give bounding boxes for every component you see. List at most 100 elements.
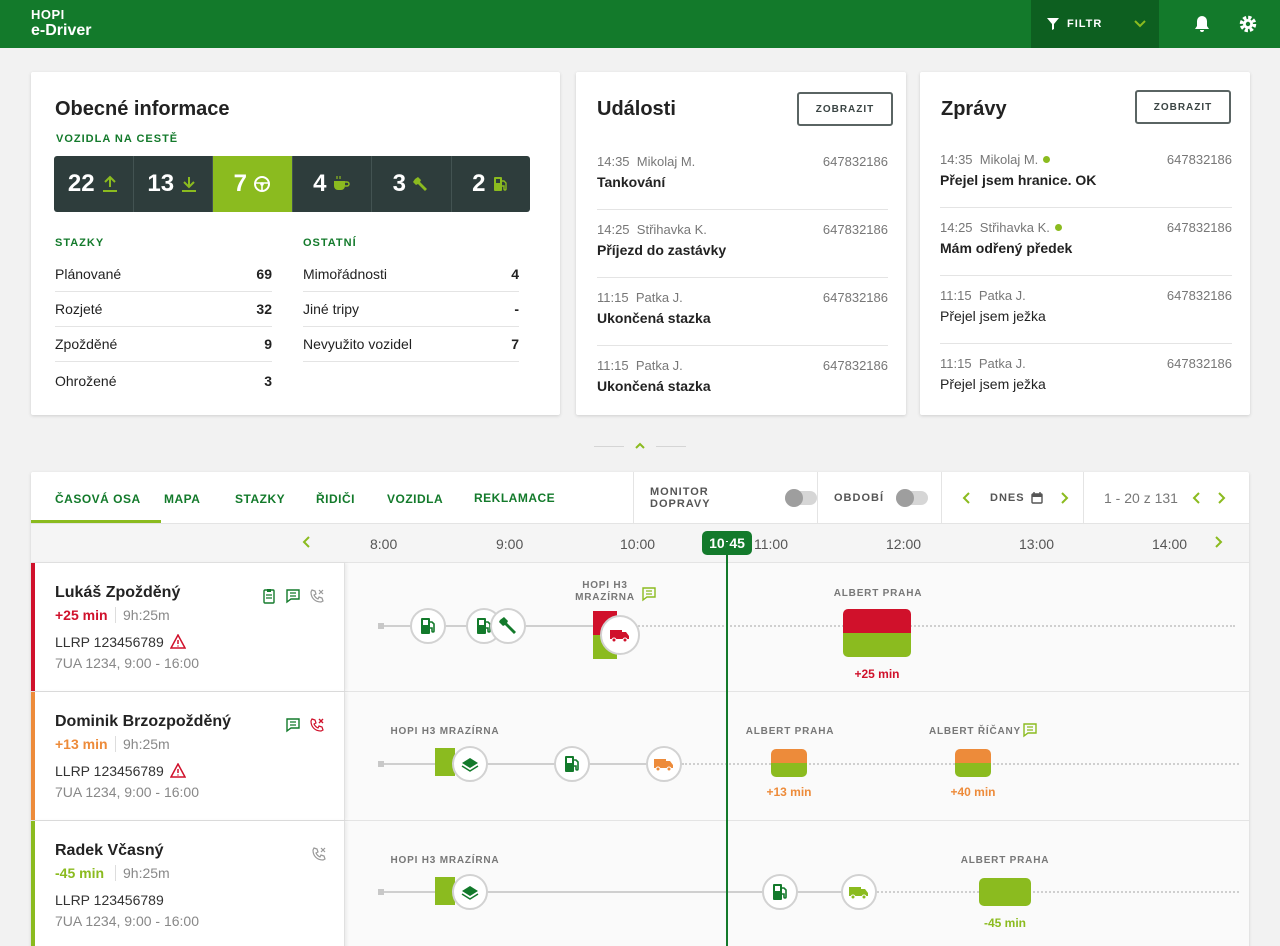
events-card: Události ZOBRAZIT 14:35 Mikolaj M. 64783… — [576, 72, 906, 415]
message-item[interactable]: 14:25 Střihavka K. 647832186 Mám odřený … — [940, 208, 1232, 276]
chevron-right-icon[interactable] — [1057, 491, 1071, 505]
hour-label: 11:00 — [754, 536, 788, 552]
message-number: 647832186 — [1166, 288, 1232, 303]
phone-off-icon[interactable] — [309, 588, 325, 604]
message-item[interactable]: 11:15 Patka J. 647832186 Přejel jsem jež… — [940, 344, 1232, 412]
stazky-row[interactable]: Zpožděné 9 — [55, 327, 272, 362]
stat-break[interactable]: 4 — [293, 156, 372, 212]
stazky-row[interactable]: Ohrožené 3 — [55, 363, 272, 398]
tab-timeline[interactable]: ČASOVÁ OSA — [55, 492, 141, 506]
driver-row[interactable]: HOPI H3 MRAZÍRNA ALBERT PRAHA -45 min Ra… — [31, 821, 1249, 946]
hour-label: 13:00 — [1019, 536, 1055, 552]
tab-map[interactable]: MAPA — [164, 492, 201, 506]
filter-icon — [1047, 18, 1059, 30]
loading-stop[interactable] — [452, 746, 488, 782]
message-item[interactable]: 14:35 Mikolaj M. 647832186 Přejel jsem h… — [940, 140, 1232, 208]
stat-fuel[interactable]: 2 — [452, 156, 531, 212]
date-label[interactable]: DNES — [990, 491, 1025, 504]
tab-drivers[interactable]: ŘIDIČI — [316, 492, 355, 506]
message-icon[interactable] — [285, 717, 301, 733]
event-time: 14:35 — [597, 154, 630, 169]
ostatni-row[interactable]: Mimořádnosti 4 — [303, 257, 519, 292]
driver-name: Radek Včasný — [55, 842, 164, 859]
bell-icon[interactable] — [1192, 14, 1212, 34]
driver-delay: +13 min — [55, 736, 108, 752]
event-item[interactable]: 14:25 Střihavka K. 647832186 Příjezd do … — [597, 210, 888, 278]
monitor-control: MONITOR DOPRAVY — [633, 472, 817, 523]
phone-off-icon[interactable] — [309, 717, 325, 733]
message-name: Mikolaj M. — [979, 152, 1039, 167]
stat-inbound[interactable]: 13 — [134, 156, 213, 212]
track-line — [384, 763, 684, 765]
event-time: 11:15 — [597, 358, 629, 373]
repair-stop[interactable] — [490, 608, 526, 644]
ostatni-row[interactable]: Nevyužito vozidel 7 — [303, 327, 519, 362]
calendar-icon[interactable] — [1030, 491, 1043, 504]
chevron-left-icon[interactable] — [960, 491, 974, 505]
logo[interactable]: HOPI e-Driver — [31, 8, 91, 39]
start-label: HOPI H3 MRAZÍRNA — [390, 855, 500, 866]
message-text: Mám odřený předek — [940, 240, 1073, 256]
driver-row[interactable]: HOPI H3 MRAZÍRNA ALBERT PRAHA +13 min AL… — [31, 692, 1249, 821]
destination-marker[interactable] — [979, 878, 1031, 906]
tab-stazky[interactable]: STAZKY — [235, 492, 286, 506]
stat-value: 7 — [233, 170, 247, 197]
row-value: 9 — [264, 336, 272, 352]
row-label: Mimořádnosti — [303, 266, 388, 282]
truck-icon — [610, 630, 629, 643]
chevron-right-icon[interactable] — [1211, 535, 1225, 549]
clipboard-icon[interactable] — [261, 588, 277, 604]
driver-vehicle: 7UA 1234, 9:00 - 16:00 — [55, 784, 199, 800]
ostatni-row[interactable]: Jiné tripy - — [303, 292, 519, 327]
fuel-stop[interactable] — [554, 746, 590, 782]
stazky-row[interactable]: Plánované 69 — [55, 257, 272, 292]
loading-stop[interactable] — [452, 874, 488, 910]
event-name: Patka J. — [635, 290, 683, 305]
destination-marker[interactable] — [771, 749, 807, 777]
message-icon[interactable] — [1022, 722, 1038, 738]
pallet-icon — [461, 886, 479, 900]
driver-info[interactable]: Dominik Brzozpožděný +13 min 9h:25m LLRP… — [31, 692, 345, 820]
chevron-left-icon[interactable] — [1190, 491, 1204, 505]
collapse-toggle[interactable] — [594, 440, 686, 452]
driver-info[interactable]: Lukáš Zpožděný +25 min 9h:25m LLRP 12345… — [31, 563, 345, 691]
monitor-toggle[interactable] — [785, 488, 817, 507]
fuel-stop[interactable] — [410, 608, 446, 644]
driver-row[interactable]: HOPI H3 MRAZÍRNA ALBERT PRAHA +25 min Lu… — [31, 563, 1249, 692]
stat-repair[interactable]: 3 — [372, 156, 452, 212]
fuel-pump-icon — [565, 756, 579, 772]
stat-outbound[interactable]: 22 — [54, 156, 134, 212]
chevron-right-icon[interactable] — [1214, 491, 1228, 505]
tab-complaints[interactable]: REKLAMACE — [474, 491, 556, 505]
tab-vehicles[interactable]: VOZIDLA — [387, 492, 444, 506]
gear-icon[interactable] — [1238, 14, 1258, 34]
chevron-left-icon[interactable] — [300, 535, 314, 549]
message-icon[interactable] — [285, 588, 301, 604]
truck-current-position[interactable] — [841, 874, 877, 910]
filter-dropdown[interactable]: FILTR — [1031, 0, 1159, 48]
event-item[interactable]: 11:15 Patka J. 647832186 Ukončená stazka — [597, 278, 888, 346]
stazky-row[interactable]: Rozjeté 32 — [55, 292, 272, 327]
destination-marker[interactable] — [843, 609, 911, 657]
events-show-button[interactable]: ZOBRAZIT — [797, 92, 893, 126]
destination-marker[interactable] — [955, 749, 991, 777]
message-number: 647832186 — [1166, 356, 1232, 371]
message-icon[interactable] — [641, 586, 657, 602]
message-item[interactable]: 11:15 Patka J. 647832186 Přejel jsem jež… — [940, 276, 1232, 344]
active-tab-indicator — [31, 520, 161, 523]
divider — [115, 865, 116, 881]
event-item[interactable]: 11:15 Patka J. 647832186 Ukončená stazka — [597, 346, 888, 414]
period-label: OBDOBÍ — [834, 491, 884, 504]
phone-off-icon[interactable] — [311, 846, 327, 862]
period-toggle[interactable] — [896, 488, 928, 507]
truck-current-position[interactable] — [646, 746, 682, 782]
stat-value: 13 — [147, 170, 175, 197]
event-number: 647832186 — [822, 222, 888, 237]
truck-current-position[interactable] — [600, 615, 640, 655]
fuel-stop[interactable] — [762, 874, 798, 910]
stat-driving[interactable]: 7 — [213, 156, 293, 212]
event-item[interactable]: 14:35 Mikolaj M. 647832186 Tankování — [597, 142, 888, 210]
message-name: Střihavka K. — [979, 220, 1050, 235]
driver-info[interactable]: Radek Včasný -45 min 9h:25m LLRP 1234567… — [31, 821, 345, 946]
messages-show-button[interactable]: ZOBRAZIT — [1135, 90, 1231, 124]
